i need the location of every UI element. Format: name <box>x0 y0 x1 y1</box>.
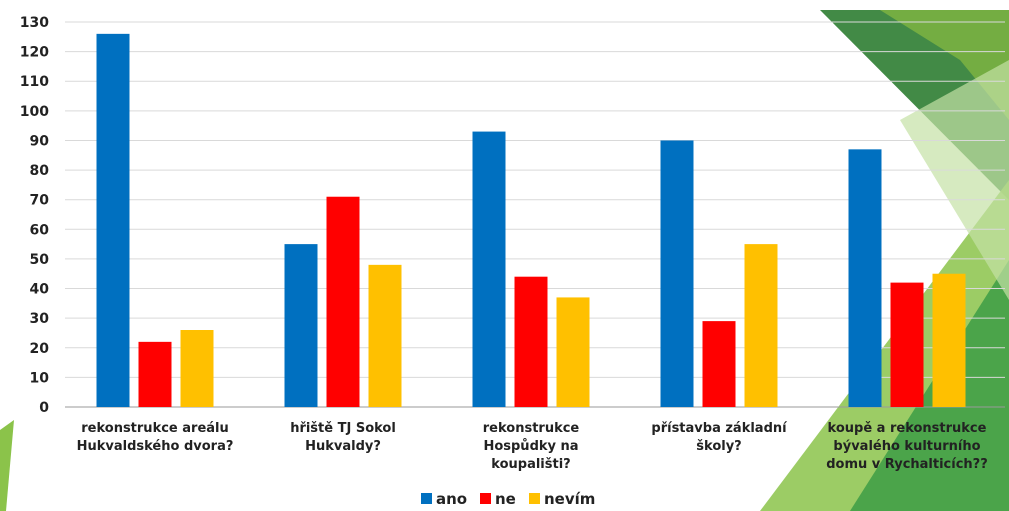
x-category-label: rekonstrukce areálu <box>81 421 229 436</box>
y-tick-label: 20 <box>30 341 50 357</box>
legend-label-nevím: nevím <box>544 490 595 508</box>
gridlines <box>65 21 1005 408</box>
y-tick-label: 120 <box>20 45 49 61</box>
x-category-label: Hospůdky na <box>483 439 578 454</box>
legend-label-ano: ano <box>436 490 467 508</box>
bar-ne-2 <box>514 276 548 407</box>
y-tick-label: 50 <box>30 252 50 268</box>
decorative-background <box>0 10 1009 511</box>
x-category-label: bývalého kulturního <box>833 439 980 454</box>
bar-ano-3 <box>660 140 694 407</box>
bar-nevím-0 <box>180 330 214 407</box>
legend: ano ne nevím <box>421 490 595 508</box>
bar-ne-0 <box>138 341 172 407</box>
y-tick-label: 70 <box>30 193 50 209</box>
bar-nevím-1 <box>368 264 402 407</box>
x-category-label: koupě a rekonstrukce <box>828 421 987 436</box>
y-tick-label: 60 <box>30 222 50 238</box>
y-tick-label: 90 <box>30 133 50 149</box>
x-category-label: Hukvaldy? <box>305 439 381 454</box>
legend-swatch-nevím <box>529 493 540 504</box>
y-axis-ticks: 0 10 20 30 40 50 60 70 80 90 100 110 120 130 <box>20 15 49 416</box>
legend-swatch-ne <box>480 493 491 504</box>
bar-ano-2 <box>472 131 506 408</box>
y-tick-label: 100 <box>20 104 49 120</box>
bar-ne-4 <box>890 282 924 407</box>
bar-ne-1 <box>326 196 360 407</box>
bars <box>96 33 966 408</box>
y-tick-label: 0 <box>39 400 49 416</box>
y-tick-label: 10 <box>30 370 50 386</box>
bar-ne-3 <box>702 321 736 407</box>
legend-label-ne: ne <box>495 490 516 508</box>
y-tick-label: 130 <box>20 15 49 31</box>
bar-nevím-3 <box>744 244 778 407</box>
x-category-label: přístavba základní <box>651 421 788 436</box>
y-tick-label: 110 <box>20 74 49 90</box>
bar-ano-0 <box>96 33 130 407</box>
x-category-label: koupališti? <box>491 457 570 472</box>
x-category-label: hřiště TJ Sokol <box>290 421 396 436</box>
x-category-label: rekonstrukce <box>483 421 580 436</box>
x-category-label: domu v Rychalticích?? <box>826 457 988 472</box>
bar-ano-1 <box>284 244 318 407</box>
legend-swatch-ano <box>421 493 432 504</box>
deco-shape-pale <box>900 60 1009 300</box>
y-tick-label: 30 <box>30 311 50 327</box>
deco-shape-light-green <box>880 10 1009 120</box>
bar-nevím-4 <box>932 273 966 407</box>
y-tick-label: 40 <box>30 282 50 298</box>
bar-ano-4 <box>848 149 882 407</box>
x-category-label: Hukvaldského dvora? <box>77 439 234 454</box>
x-category-label: školy? <box>696 439 741 454</box>
bar-nevím-2 <box>556 297 590 407</box>
y-tick-label: 80 <box>30 163 50 179</box>
deco-shape-green <box>850 260 1009 511</box>
deco-shape-left <box>0 420 14 511</box>
x-axis-labels: rekonstrukce areálu Hukvaldského dvora? hř… <box>77 421 988 472</box>
